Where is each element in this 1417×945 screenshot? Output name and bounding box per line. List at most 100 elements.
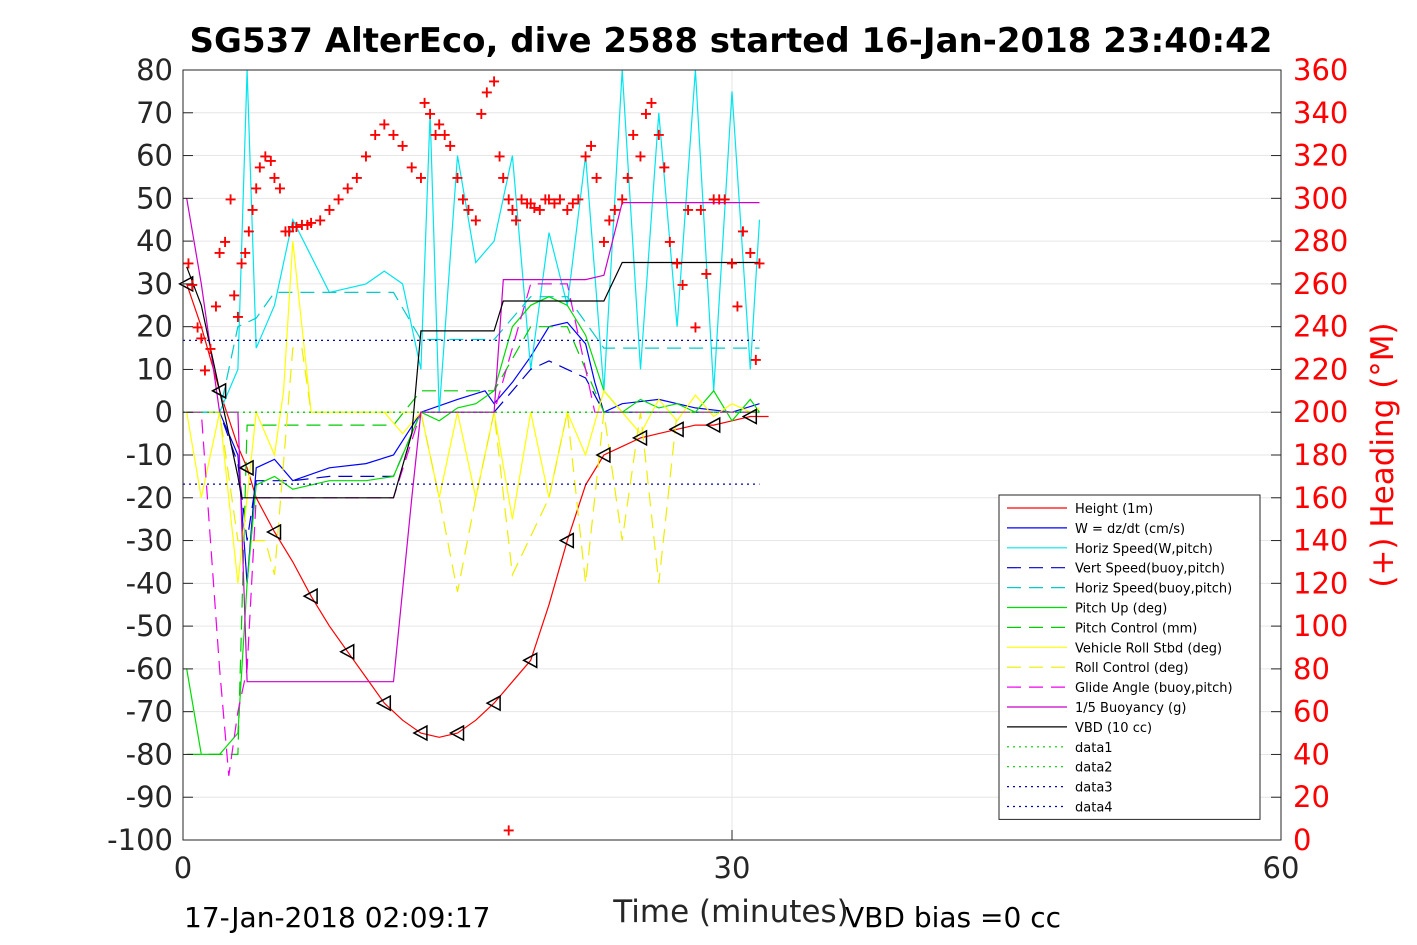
depth-marker <box>631 429 648 447</box>
legend-label: Glide Angle (buoy,pitch) <box>1075 681 1233 696</box>
heading-point: + <box>332 189 345 208</box>
legend-label: data2 <box>1075 761 1113 776</box>
heading-point: + <box>218 232 231 251</box>
y-right-tick-label: 100 <box>1293 609 1348 643</box>
y-tick-label: 70 <box>136 96 173 130</box>
heading-point: + <box>603 211 616 230</box>
heading-point: + <box>438 125 451 144</box>
y-tick-label: 50 <box>136 181 173 215</box>
heading-point: + <box>493 147 506 166</box>
y-right-tick-label: 360 <box>1293 53 1348 87</box>
y-tick-label: 20 <box>136 310 173 344</box>
legend-label: Roll Control (deg) <box>1075 661 1189 676</box>
heading-point: + <box>579 147 592 166</box>
heading-point: + <box>378 114 391 133</box>
depth-marker <box>375 694 392 712</box>
heading-point: + <box>301 215 314 234</box>
plot-area <box>178 69 769 776</box>
heading-point: + <box>253 157 266 176</box>
x-axis: 0 30 60 <box>174 830 1299 885</box>
heading-point: + <box>506 200 519 219</box>
heading-point: + <box>249 179 262 198</box>
depth-marker <box>485 694 501 712</box>
heading-point: + <box>314 211 327 230</box>
y-tick-label: -40 <box>126 566 173 600</box>
heading-point: + <box>290 217 303 236</box>
heading-point: + <box>396 136 409 155</box>
heading-point: + <box>242 221 255 240</box>
heading-point: + <box>497 168 510 187</box>
series-line-0 <box>186 283 769 738</box>
series-line-9 <box>186 283 760 776</box>
heading-point: + <box>456 189 469 208</box>
heading-point: + <box>700 264 713 283</box>
heading-point: + <box>432 114 445 133</box>
heading-point: + <box>429 125 442 144</box>
y-right-tick-label: 40 <box>1293 737 1330 771</box>
series-line-4 <box>186 291 760 413</box>
depth-marker <box>302 587 318 605</box>
depth-marker <box>522 652 538 669</box>
heading-outlier: + <box>502 820 515 839</box>
y-right-tick-label: 160 <box>1293 481 1348 515</box>
series-line-2 <box>186 69 761 413</box>
y-tick-label: 60 <box>136 139 173 173</box>
heading-point: + <box>694 200 707 219</box>
heading-point: + <box>645 93 658 112</box>
y-right-tick-label: 0 <box>1293 823 1311 857</box>
y-right-tick-label: 180 <box>1293 438 1348 472</box>
heading-point: + <box>195 328 208 347</box>
heading-point: + <box>533 200 546 219</box>
depth-marker <box>705 416 721 434</box>
heading-point: + <box>209 296 222 315</box>
heading-point: + <box>198 360 211 379</box>
heading-point: + <box>615 189 628 208</box>
heading-point: + <box>707 189 720 208</box>
y-right-tick-label: 320 <box>1293 139 1348 173</box>
y-tick-label: 30 <box>136 267 173 301</box>
heading-point: + <box>191 318 204 337</box>
depth-marker <box>558 532 575 549</box>
y-right-tick-label: 140 <box>1293 524 1348 558</box>
legend-label: data4 <box>1075 801 1113 816</box>
heading-point: + <box>182 254 195 273</box>
heading-point: + <box>736 221 749 240</box>
heading-point: + <box>572 189 585 208</box>
heading-point: + <box>264 151 277 170</box>
legend-label: data3 <box>1075 781 1113 796</box>
heading-point: + <box>286 217 299 236</box>
heading-point: + <box>597 232 610 251</box>
x-tick-label: 0 <box>174 851 192 885</box>
y-tick-label: -10 <box>126 438 173 472</box>
heading-point: + <box>405 157 418 176</box>
heading-point: + <box>731 296 744 315</box>
heading-point: + <box>368 125 381 144</box>
heading-point: + <box>231 307 244 326</box>
y-right-tick-label: 260 <box>1293 267 1348 301</box>
heading-point: + <box>502 189 515 208</box>
heading-point: + <box>387 125 400 144</box>
series-line-1 <box>186 321 760 584</box>
heading-point: + <box>639 104 652 123</box>
heading-point: + <box>480 82 493 101</box>
depth-marker <box>265 523 282 541</box>
footer-vbd-bias: VBD bias =0 cc <box>845 901 1061 934</box>
depth-marker <box>448 724 465 742</box>
heading-point: + <box>359 147 372 166</box>
heading-point: + <box>323 200 336 219</box>
heading-point: + <box>443 136 456 155</box>
y-right-tick-label: 80 <box>1293 652 1330 686</box>
y-right-tick-label: 240 <box>1293 310 1348 344</box>
heading-point: + <box>259 147 272 166</box>
heading-point: + <box>418 93 431 112</box>
heading-point: + <box>663 232 676 251</box>
y-tick-label: -30 <box>126 524 173 558</box>
y-right-tick-label: 340 <box>1293 96 1348 130</box>
legend-label: Vehicle Roll Stbd (deg) <box>1075 641 1222 656</box>
heading-point: + <box>725 254 738 273</box>
heading-point: + <box>689 318 702 337</box>
legend-label: Horiz Speed(W,pitch) <box>1075 542 1213 557</box>
heading-point: + <box>749 350 762 369</box>
y-axis-right: 3603403203002802602402202001801601401201… <box>1271 53 1348 857</box>
heading-point: + <box>670 254 683 273</box>
